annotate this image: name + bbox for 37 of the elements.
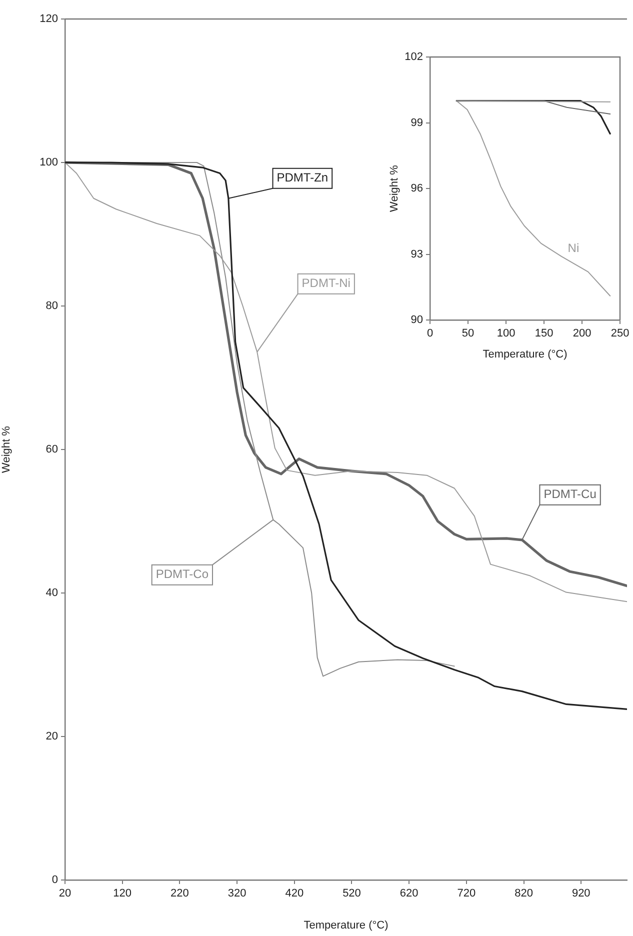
x-tick-label: 100	[496, 328, 516, 340]
text: PDMT-Ni	[302, 276, 350, 290]
y-tick-label: 90	[410, 314, 423, 326]
series-label: Ni	[568, 240, 580, 255]
y-tick-label: 20	[46, 730, 58, 743]
x-tick-label: 0	[426, 328, 434, 340]
y-tick-label: 100	[40, 156, 58, 169]
y-tick-label: 93	[410, 248, 423, 260]
x-tick-label: 720	[457, 888, 476, 900]
y-tick-label: 120	[40, 13, 58, 26]
y-tick-label: 60	[46, 444, 58, 456]
x-tick-label: 250	[610, 328, 630, 340]
x-tick-label: 50	[462, 328, 474, 340]
y-tick-label: 0	[52, 874, 58, 886]
x-tick-label: 620	[400, 888, 418, 900]
x-tick-label: 220	[170, 888, 189, 900]
y-tick-label: 102	[404, 51, 423, 64]
x-axis-title: Temperature (°C)	[482, 348, 568, 360]
x-axis-title: Temperature (°C)	[304, 919, 388, 932]
x-tick-label: 920	[572, 888, 590, 900]
x-tick-label: 120	[113, 888, 132, 900]
y-tick-label: 40	[46, 587, 58, 600]
x-tick-label: 820	[514, 888, 533, 900]
y-tick-label: 99	[410, 116, 423, 129]
x-tick-label: 20	[58, 888, 72, 900]
text: PDMT-Co	[156, 567, 209, 582]
x-tick-label: 200	[572, 328, 592, 340]
y-axis-title: Weight %	[388, 164, 401, 212]
x-tick-label: 320	[228, 888, 246, 900]
x-tick-label: 150	[534, 328, 554, 340]
y-tick-label: 96	[410, 182, 423, 195]
x-tick-label: 420	[285, 888, 304, 900]
y-axis-title: Weight %	[0, 426, 13, 473]
y-tick-label: 80	[46, 300, 58, 312]
text: PDMT-Zn	[276, 170, 328, 185]
text: PDMT-Cu	[544, 487, 596, 502]
x-tick-label: 520	[342, 888, 361, 900]
